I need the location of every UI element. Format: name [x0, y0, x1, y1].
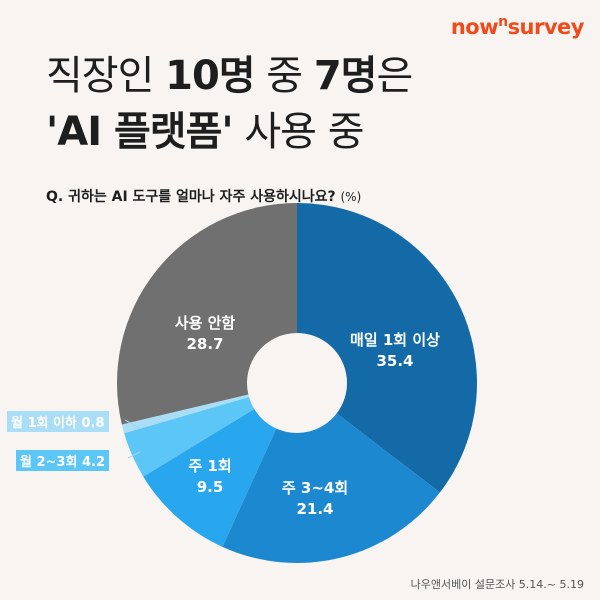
label-daily: 매일 1회 이상 35.4	[350, 331, 440, 370]
label-monthly-1-or-less: 월 1회 이하 0.8	[7, 411, 109, 432]
donut-slice	[121, 394, 249, 434]
donut-slice	[117, 203, 298, 425]
page-title: 직장인 10명 중 7명은 'AI 플랫폼' 사용 중	[46, 53, 413, 155]
label-1-week: 주 1회 9.5	[188, 457, 232, 496]
label-monthly-2-3: 월 2~3회 4.2	[16, 450, 109, 471]
leader-line	[127, 451, 141, 459]
label-3-4-week: 주 3~4회 21.4	[281, 479, 349, 518]
footer-source: 나우앤서베이 설문조사 5.14.~ 5.19	[410, 578, 584, 591]
donut-slice	[124, 396, 255, 477]
leader-line	[124, 419, 141, 429]
brand-logo: nownsurvey	[450, 14, 585, 39]
donut-slice	[297, 203, 477, 493]
donut-slice	[222, 413, 440, 563]
donut-slice	[143, 408, 277, 547]
label-none: 사용 안함 28.7	[174, 314, 236, 353]
question-subtitle: Q. 귀하는 AI 도구를 얼마나 자주 사용하시나요? (%)	[46, 189, 362, 205]
